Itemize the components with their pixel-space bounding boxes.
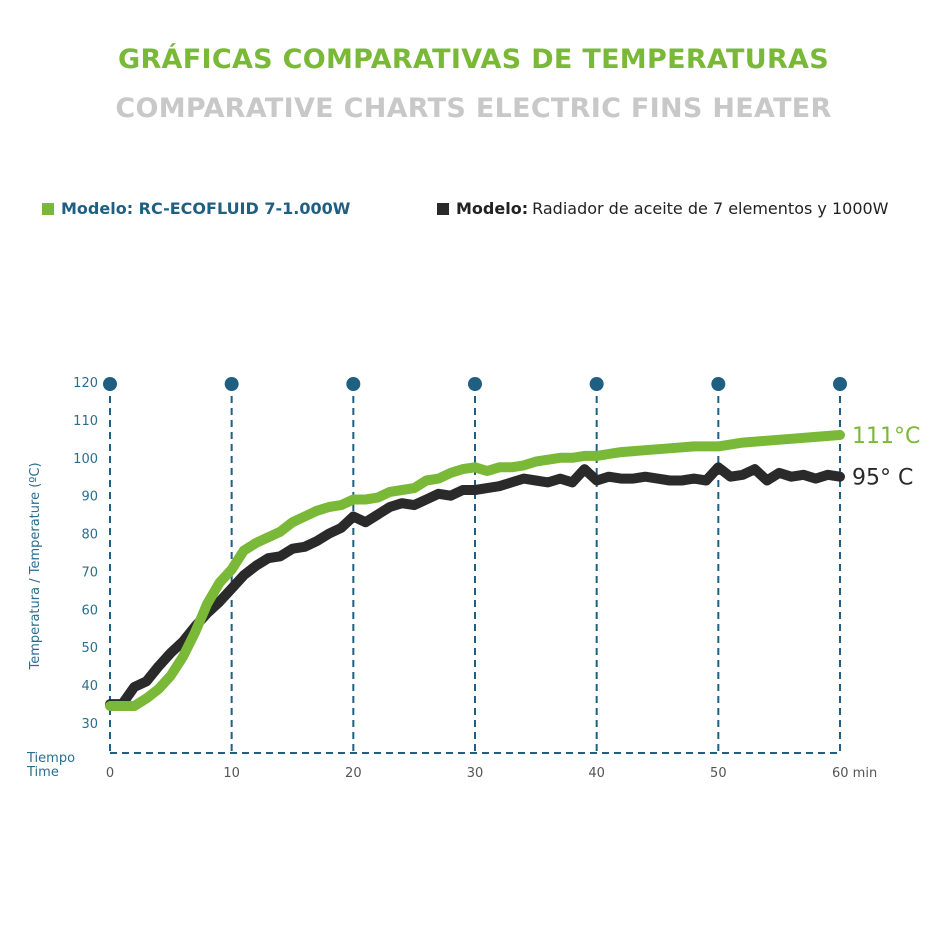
y-tick-label-60: 60	[81, 603, 98, 618]
series-line-ecofluid	[105, 430, 845, 711]
y-tick-labels: 30 40 50 60 70 80 90 100 110 120	[73, 376, 98, 732]
legend-item-oil-radiator: Modelo: Radiador de aceite de 7 elemento…	[437, 199, 889, 218]
x-tick-label-40: 40	[588, 766, 605, 781]
series-line-oil-radiator	[105, 462, 845, 710]
x-axis-label-en: Time	[26, 765, 59, 780]
y-tick-label-30: 30	[81, 717, 98, 732]
x-tick-label-60: 60 min	[832, 766, 877, 781]
y-tick-label-120: 120	[73, 376, 98, 391]
legend-label-modelo: Modelo:	[456, 199, 529, 218]
gridline-top-marker-30	[468, 377, 482, 391]
gridline-top-marker-50	[711, 377, 726, 391]
series-lines	[105, 430, 845, 711]
y-tick-label-110: 110	[73, 414, 98, 429]
end-label-ecofluid: 111°C	[852, 424, 920, 449]
chart-grid	[103, 377, 847, 754]
legend-label-oil-radiator: Radiador de aceite de 7 elementos y 1000…	[532, 199, 889, 218]
chart-title-english: COMPARATIVE CHARTS ELECTRIC FINS HEATER	[115, 93, 832, 124]
y-tick-label-100: 100	[73, 452, 98, 467]
end-label-oil-radiator: 95° C	[852, 466, 913, 491]
y-tick-label-90: 90	[81, 490, 98, 505]
x-tick-label-30: 30	[467, 766, 484, 781]
legend-swatch-green	[42, 202, 54, 215]
x-tick-labels: 0 10 20 30 40 50 60 min	[106, 766, 877, 781]
y-tick-label-40: 40	[81, 679, 98, 694]
gridline-top-marker-20	[346, 377, 361, 391]
legend-swatch-black	[437, 202, 449, 215]
x-tick-label-50: 50	[710, 766, 727, 781]
x-axis-label-es: Tiempo	[26, 751, 75, 766]
legend-label-ecofluid: Modelo: RC-ECOFLUID 7-1.000W	[61, 199, 351, 218]
y-tick-label-80: 80	[81, 528, 98, 543]
x-tick-label-0: 0	[106, 766, 114, 781]
gridline-top-marker-0	[103, 377, 117, 391]
y-tick-label-50: 50	[81, 641, 98, 656]
x-tick-label-20: 20	[345, 766, 362, 781]
gridline-top-marker-40	[589, 377, 604, 391]
legend-item-ecofluid: Modelo: RC-ECOFLUID 7-1.000W	[42, 199, 350, 218]
axis-labels: Temperatura / Temperature (ºC) Tiempo Ti…	[26, 462, 75, 780]
chart-title-spanish: GRÁFICAS COMPARATIVAS DE TEMPERATURAS	[118, 44, 829, 75]
x-tick-label-10: 10	[223, 766, 240, 781]
end-labels: 111°C 95° C	[852, 424, 920, 491]
gridline-top-marker-10	[224, 377, 239, 391]
y-tick-label-70: 70	[81, 565, 98, 580]
gridline-top-marker-60	[833, 377, 847, 391]
y-axis-label: Temperatura / Temperature (ºC)	[28, 462, 43, 670]
